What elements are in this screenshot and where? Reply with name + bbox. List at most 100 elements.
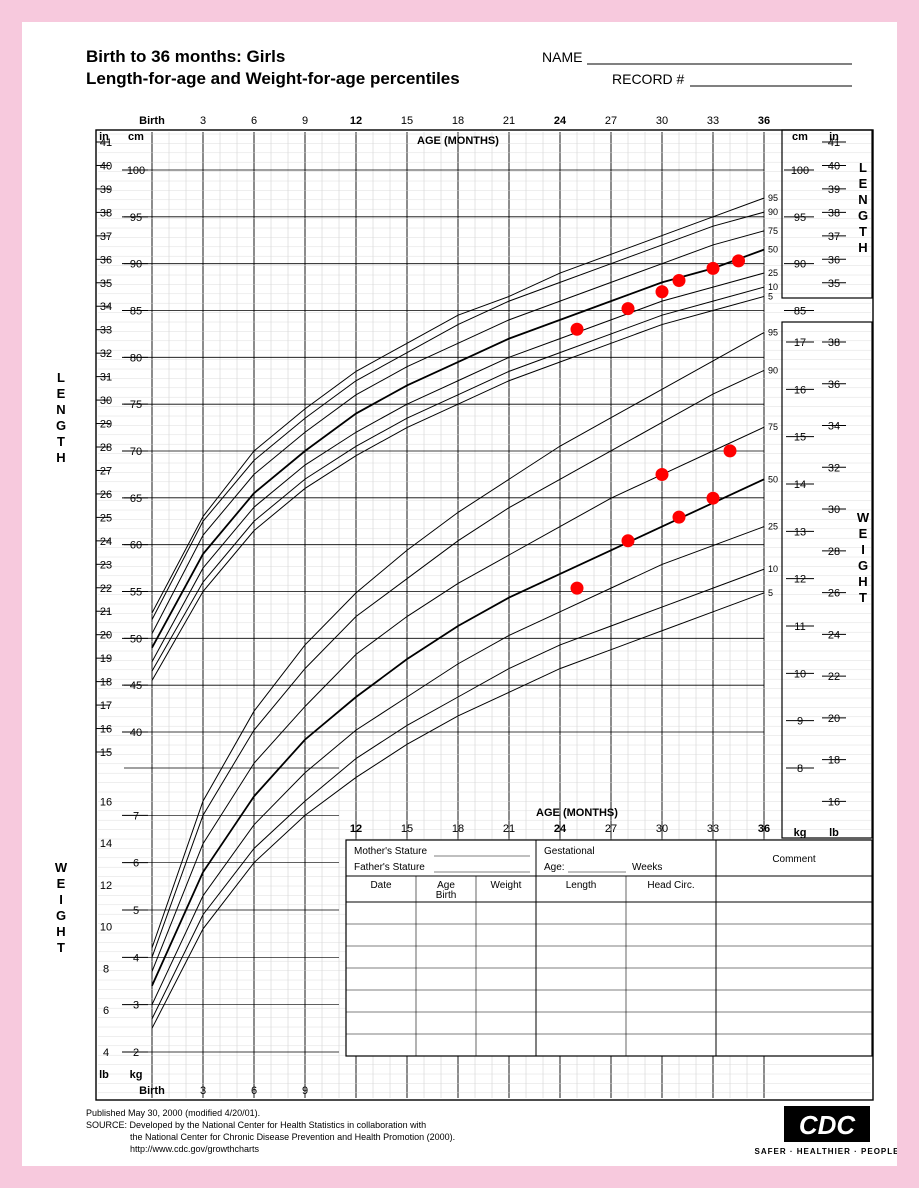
percentile-label: 50 (768, 245, 778, 255)
svg-text:12: 12 (100, 880, 112, 892)
month-tick-top: Birth (139, 115, 165, 127)
month-tick-top: 27 (605, 115, 617, 127)
cdc-tagline: SAFER · HEALTHIER · PEOPLE (755, 1147, 897, 1156)
footer-published: Published May 30, 2000 (modified 4/20/01… (86, 1108, 260, 1118)
month-tick-top: 12 (350, 115, 362, 127)
percentile-label: 5 (768, 291, 773, 301)
svg-text:E: E (859, 176, 870, 191)
name-label: NAME (542, 49, 582, 65)
svg-text:6: 6 (133, 858, 139, 870)
svg-text:cm: cm (128, 131, 144, 143)
svg-text:E: E (57, 386, 68, 401)
svg-text:24: 24 (828, 629, 840, 641)
svg-text:lb: lb (829, 827, 839, 839)
svg-text:the National Center for Chroni: the National Center for Chronic Disease … (130, 1132, 455, 1142)
svg-text:50: 50 (130, 633, 142, 645)
svg-text:38: 38 (828, 337, 840, 349)
month-tick-top: 24 (554, 115, 567, 127)
age-label-mid: AGE (MONTHS) (536, 807, 618, 819)
svg-text:65: 65 (130, 493, 142, 505)
month-tick-mid: 27 (605, 823, 617, 835)
svg-text:7: 7 (133, 810, 139, 822)
svg-text:N: N (56, 402, 67, 417)
svg-text:H: H (56, 924, 67, 939)
svg-text:100: 100 (791, 165, 809, 177)
month-tick-top: 6 (251, 115, 257, 127)
svg-text:70: 70 (130, 446, 142, 458)
month-tick-mid: 18 (452, 823, 464, 835)
percentile-label: 95 (768, 193, 778, 203)
svg-text:T: T (859, 224, 869, 239)
percentile-label: 95 (768, 328, 778, 338)
month-tick-mid: 33 (707, 823, 719, 835)
svg-text:60: 60 (130, 540, 142, 552)
svg-text:41: 41 (828, 137, 840, 149)
data-point-length (571, 323, 584, 336)
svg-text:lb: lb (99, 1069, 109, 1081)
svg-text:23: 23 (100, 559, 112, 571)
data-point-length (622, 302, 635, 315)
svg-text:32: 32 (828, 462, 840, 474)
svg-text:I: I (861, 542, 867, 557)
percentile-label: 25 (768, 268, 778, 278)
svg-text:G: G (858, 558, 870, 573)
svg-text:90: 90 (794, 259, 806, 271)
svg-text:15: 15 (794, 432, 806, 444)
svg-text:37: 37 (100, 231, 112, 243)
svg-text:30: 30 (828, 504, 840, 516)
svg-text:12: 12 (794, 574, 806, 586)
data-point-length (707, 262, 720, 275)
svg-text:E: E (859, 526, 870, 541)
svg-text:28: 28 (828, 546, 840, 558)
svg-text:30: 30 (100, 395, 112, 407)
svg-text:H: H (56, 450, 67, 465)
month-tick-top: 33 (707, 115, 719, 127)
month-tick-bot: 9 (302, 1085, 308, 1097)
svg-text:17: 17 (794, 337, 806, 349)
svg-text:80: 80 (130, 352, 142, 364)
svg-text:32: 32 (100, 348, 112, 360)
svg-text:25: 25 (100, 512, 112, 524)
data-point-length (732, 254, 745, 267)
month-tick-top: 15 (401, 115, 413, 127)
svg-text:100: 100 (127, 165, 145, 177)
data-point-length (656, 285, 669, 298)
svg-text:26: 26 (100, 489, 112, 501)
svg-text:28: 28 (100, 442, 112, 454)
percentile-label: 75 (768, 422, 778, 432)
svg-text:21: 21 (100, 606, 112, 618)
svg-text:34: 34 (100, 301, 112, 313)
percentile-label: 90 (768, 365, 778, 375)
month-tick-top: 3 (200, 115, 206, 127)
svg-text:Weight: Weight (491, 880, 522, 891)
subtitle: Length-for-age and Weight-for-age percen… (86, 69, 460, 88)
svg-text:CDC: CDC (799, 1110, 857, 1140)
svg-text:22: 22 (828, 671, 840, 683)
month-tick-top: 36 (758, 115, 770, 127)
svg-text:34: 34 (828, 421, 840, 433)
svg-text:29: 29 (100, 419, 112, 431)
footer-source: SOURCE: Developed by the National Center… (86, 1120, 426, 1130)
svg-text:18: 18 (100, 677, 112, 689)
svg-text:31: 31 (100, 372, 112, 384)
svg-text:16: 16 (794, 384, 806, 396)
svg-text:33: 33 (100, 325, 112, 337)
data-point-weight (707, 492, 720, 505)
svg-text:L: L (57, 370, 67, 385)
svg-text:Gestational: Gestational (544, 846, 595, 857)
month-tick-bot: Birth (139, 1085, 165, 1097)
svg-text:45: 45 (130, 680, 142, 692)
svg-text:41: 41 (100, 137, 112, 149)
svg-text:4: 4 (133, 952, 139, 964)
svg-text:L: L (859, 160, 869, 175)
svg-text:10: 10 (100, 922, 112, 934)
svg-text:16: 16 (100, 724, 112, 736)
month-tick-mid: 30 (656, 823, 668, 835)
svg-text:11: 11 (794, 621, 805, 633)
month-tick-mid: 36 (758, 823, 770, 835)
svg-text:Mother's Stature: Mother's Stature (354, 846, 427, 857)
svg-text:Birth: Birth (436, 890, 457, 901)
svg-text:95: 95 (130, 212, 142, 224)
percentile-label: 10 (768, 282, 778, 292)
title: Birth to 36 months: Girls (86, 47, 285, 66)
